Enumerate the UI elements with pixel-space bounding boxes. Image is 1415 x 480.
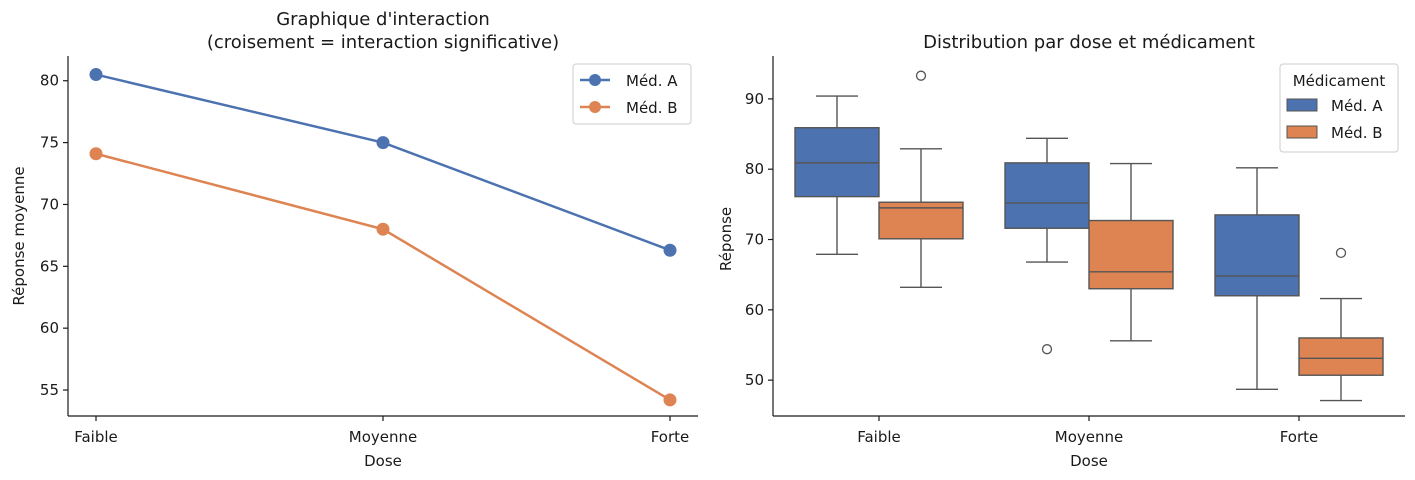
legend-marker-series-b xyxy=(589,101,601,113)
box-series-a xyxy=(1004,137,1090,355)
distribution-box-plot: Distribution par dose et médicament Dose… xyxy=(717,32,1405,470)
box-series-b xyxy=(1088,162,1174,342)
outlier-point xyxy=(1041,344,1053,355)
y-tick-label: 60 xyxy=(40,319,59,337)
y-tick-label: 60 xyxy=(745,301,764,319)
data-point-b xyxy=(663,393,677,407)
plot-area xyxy=(794,70,1384,402)
x-axis-label: Dose xyxy=(1070,452,1108,470)
y-tick-label: 80 xyxy=(745,160,764,178)
legend-swatch-series-a xyxy=(1286,98,1318,112)
legend-label-series-b: Méd. B xyxy=(1331,124,1383,142)
box-series-b xyxy=(878,70,964,289)
data-point-b xyxy=(376,222,390,236)
chart-title-line1: Graphique d'interaction xyxy=(276,9,490,30)
legend: Méd. A Méd. B xyxy=(572,63,692,125)
box-iqr xyxy=(1088,219,1174,290)
series-line-b xyxy=(95,152,671,401)
y-axis-label: Réponse xyxy=(717,207,735,271)
x-tick-label: Forte xyxy=(1280,428,1319,446)
x-tick-label: Moyenne xyxy=(1055,428,1123,446)
box-series-a xyxy=(1214,167,1300,390)
legend-swatch-series-b xyxy=(1286,125,1318,139)
box-iqr xyxy=(794,127,880,198)
box-iqr xyxy=(1298,337,1384,376)
x-tick-label: Moyenne xyxy=(349,428,417,446)
chart-title-line2: (croisement = interaction significative) xyxy=(207,32,559,53)
y-tick-label: 80 xyxy=(40,72,59,90)
box-iqr xyxy=(1004,162,1090,229)
outlier-point xyxy=(1335,247,1347,259)
legend-marker-series-a xyxy=(589,74,601,86)
legend-title: Médicament xyxy=(1293,72,1386,90)
data-point-b xyxy=(89,147,103,161)
outlier-point xyxy=(915,70,927,81)
legend: Médicament Méd. A Méd. B xyxy=(1279,63,1399,153)
y-tick-label: 70 xyxy=(745,231,764,249)
box-series-b xyxy=(1298,247,1384,402)
y-tick-label: 50 xyxy=(745,371,764,389)
chart-title: Distribution par dose et médicament xyxy=(923,32,1255,53)
data-point-a xyxy=(663,243,677,257)
data-point-a xyxy=(376,136,390,150)
y-tick-label: 90 xyxy=(745,90,764,108)
interaction-line-chart: Graphique d'interaction (croisement = in… xyxy=(10,9,698,470)
box-series-a xyxy=(794,95,880,255)
y-tick-label: 70 xyxy=(40,195,59,213)
x-tick-label: Faible xyxy=(74,428,118,446)
legend-label-series-a: Méd. A xyxy=(626,72,678,90)
legend-label-series-a: Méd. A xyxy=(1331,97,1383,115)
plot-area xyxy=(89,68,677,407)
data-point-a xyxy=(89,68,103,82)
legend-label-series-b: Méd. B xyxy=(626,99,678,117)
box-iqr xyxy=(1214,214,1300,297)
y-tick-label: 75 xyxy=(40,134,59,152)
x-axis-label: Dose xyxy=(364,452,402,470)
y-tick-label: 55 xyxy=(40,381,59,399)
x-tick-label: Forte xyxy=(651,428,690,446)
y-axis-label: Réponse moyenne xyxy=(10,166,28,305)
x-tick-label: Faible xyxy=(857,428,901,446)
y-tick-label: 65 xyxy=(40,257,59,275)
